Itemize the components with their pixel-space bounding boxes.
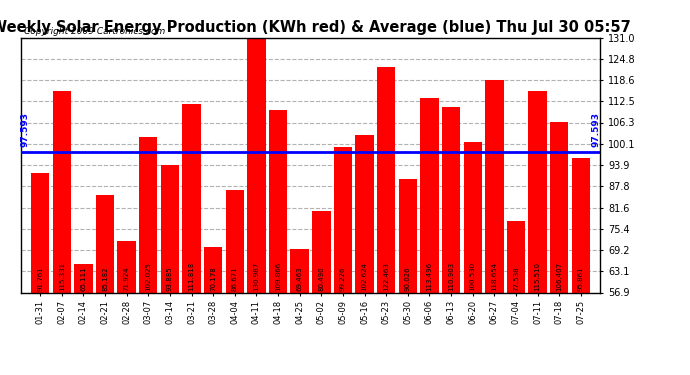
Text: 95.861: 95.861 [578, 266, 584, 291]
Bar [529, 91, 546, 292]
Bar [52, 92, 71, 292]
Bar [399, 178, 417, 292]
Text: 122.463: 122.463 [383, 262, 389, 291]
Text: 77.538: 77.538 [513, 266, 519, 291]
Bar [506, 222, 525, 292]
Bar [117, 241, 136, 292]
Bar [485, 80, 504, 292]
Text: Copyright 2009 Cartronics.com: Copyright 2009 Cartronics.com [23, 27, 165, 36]
Text: 97.593: 97.593 [591, 112, 600, 147]
Bar [226, 190, 244, 292]
Text: 86.671: 86.671 [232, 266, 238, 291]
Text: 65.111: 65.111 [81, 266, 86, 291]
Text: 100.530: 100.530 [470, 262, 475, 291]
Title: Weekly Solar Energy Production (KWh red) & Average (blue) Thu Jul 30 05:57: Weekly Solar Energy Production (KWh red)… [0, 20, 631, 35]
Text: 110.903: 110.903 [448, 261, 454, 291]
Text: 91.761: 91.761 [37, 266, 43, 291]
Text: 115.510: 115.510 [535, 262, 540, 291]
Bar [464, 142, 482, 292]
Bar [355, 135, 374, 292]
Bar [161, 165, 179, 292]
Text: 102.624: 102.624 [362, 262, 368, 291]
Text: 109.866: 109.866 [275, 261, 281, 291]
Text: 102.025: 102.025 [146, 262, 151, 291]
Bar [312, 211, 331, 292]
Bar [290, 249, 309, 292]
Bar [182, 104, 201, 292]
Text: 99.226: 99.226 [340, 266, 346, 291]
Text: 106.407: 106.407 [556, 262, 562, 291]
Bar [96, 195, 115, 292]
Text: 118.654: 118.654 [491, 262, 497, 291]
Text: 69.463: 69.463 [297, 266, 303, 291]
Bar [377, 67, 395, 292]
Text: 71.924: 71.924 [124, 266, 130, 291]
Bar [204, 247, 222, 292]
Text: 80.490: 80.490 [318, 266, 324, 291]
Bar [31, 172, 50, 292]
Text: 111.818: 111.818 [188, 261, 195, 291]
Text: 93.885: 93.885 [167, 266, 173, 291]
Text: 85.182: 85.182 [102, 266, 108, 291]
Bar [442, 106, 460, 292]
Bar [334, 147, 352, 292]
Text: 115.331: 115.331 [59, 262, 65, 291]
Bar [247, 38, 266, 292]
Text: 70.178: 70.178 [210, 266, 216, 291]
Text: 130.987: 130.987 [253, 261, 259, 291]
Bar [571, 158, 590, 292]
Bar [139, 137, 157, 292]
Text: 90.026: 90.026 [405, 266, 411, 291]
Bar [420, 98, 439, 292]
Text: 97.593: 97.593 [21, 112, 30, 147]
Text: 113.496: 113.496 [426, 262, 433, 291]
Bar [550, 122, 569, 292]
Bar [269, 110, 287, 292]
Bar [75, 264, 92, 292]
